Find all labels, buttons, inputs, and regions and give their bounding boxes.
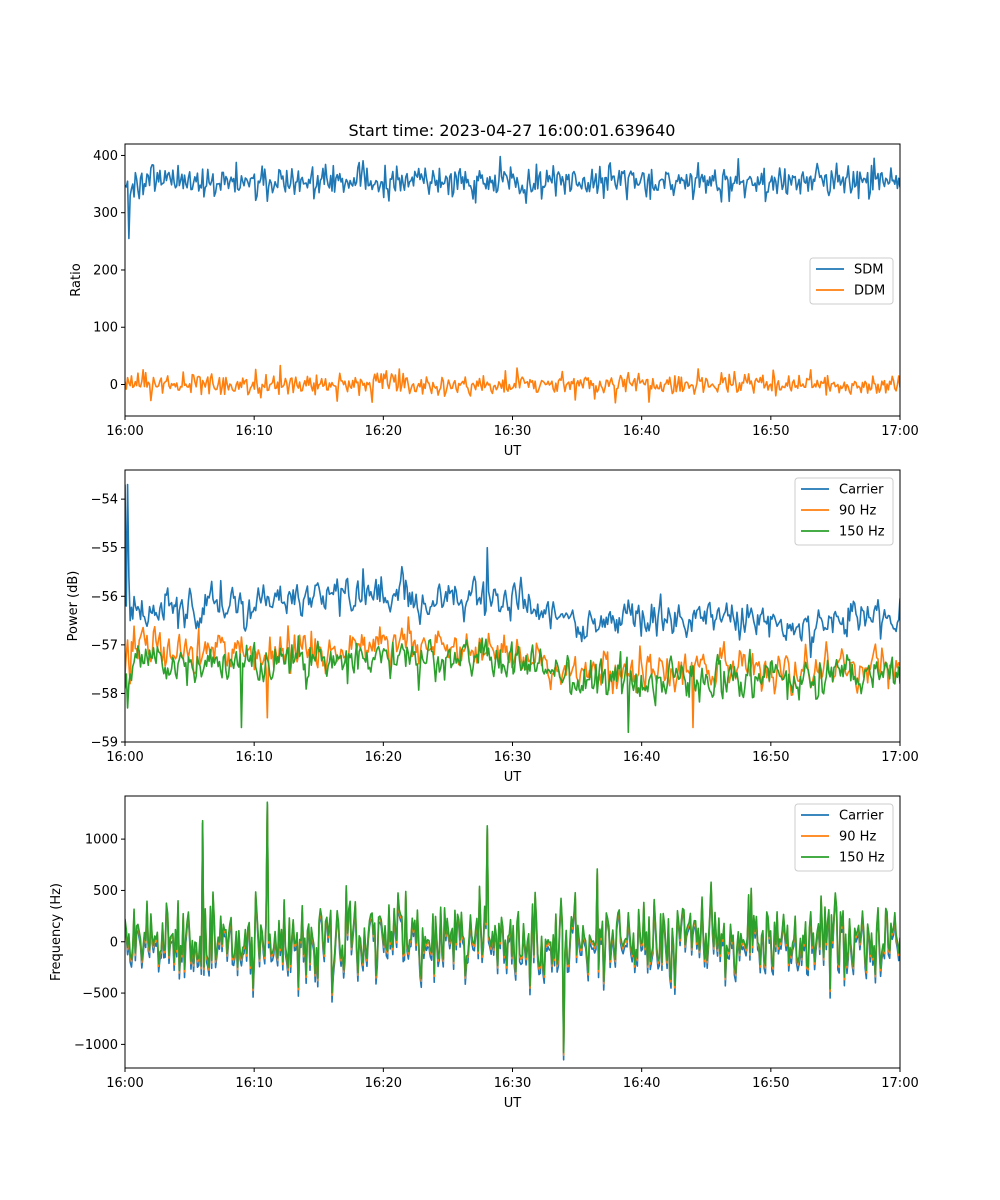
y-tick-label: 0 (110, 378, 118, 393)
x-tick-label: 16:00 (106, 750, 143, 765)
x-axis-label: UT (504, 1096, 522, 1111)
legend: SDM DDM (809, 257, 894, 305)
x-tick-label: 16:50 (752, 1076, 789, 1091)
series-line-carrier (125, 483, 900, 659)
y-axis-label: Ratio (69, 263, 84, 296)
x-tick-label: 16:20 (365, 750, 402, 765)
x-tick-label: 17:00 (881, 1076, 918, 1091)
series-lines (125, 801, 900, 1061)
series-lines (125, 155, 900, 404)
legend-box (794, 477, 894, 546)
series-lines (125, 483, 900, 734)
legend-label: 90 Hz (839, 830, 876, 845)
frequency-panel: 16:00 16:10 16:20 16:30 16:40 16:50 17:00 −1000… (49, 795, 919, 1111)
y-tick-label: −500 (82, 987, 118, 1002)
y-tick-label: −1000 (74, 1038, 118, 1053)
x-tick-label: 16:00 (106, 424, 143, 439)
legend-label: 150 Hz (839, 851, 885, 866)
series-line-ddm (125, 364, 900, 404)
x-tick-label: 16:40 (623, 1076, 660, 1091)
x-tick-label: 16:10 (235, 1076, 272, 1091)
y-tick-label: 500 (93, 884, 118, 899)
y-tick-label: −54 (91, 493, 118, 508)
y-tick-label: 400 (93, 149, 118, 164)
legend-label: 90 Hz (839, 504, 876, 519)
y-tick-label: 1000 (85, 833, 118, 848)
figure-title: Start time: 2023-04-27 16:00:01.639640 (349, 121, 676, 140)
y-tick-label: 0 (110, 935, 118, 950)
x-tick-label: 17:00 (881, 424, 918, 439)
y-tick-label: 200 (93, 263, 118, 278)
y-axis-label: Frequency (Hz) (49, 883, 64, 981)
legend-label: Carrier (839, 809, 884, 824)
x-axis-label: UT (504, 770, 522, 785)
x-tick-label: 16:20 (365, 1076, 402, 1091)
legend-label: DDM (854, 284, 885, 299)
y-axis-label: Power (dB) (66, 571, 81, 642)
legend: Carrier 90 Hz 150 Hz (794, 477, 894, 546)
legend-label: 150 Hz (839, 525, 885, 540)
series-line-sdm (125, 155, 900, 240)
x-tick-label: 16:40 (623, 424, 660, 439)
x-tick-label: 16:30 (494, 1076, 531, 1091)
y-tick-label: −57 (91, 638, 118, 653)
series-line-150-hz (125, 635, 900, 734)
legend-label: Carrier (839, 483, 884, 498)
legend-box (794, 803, 894, 872)
series-line-150-hz (125, 801, 900, 1054)
x-axis-label: UT (504, 444, 522, 459)
y-tick-label: −59 (91, 736, 118, 751)
y-tick-label: 100 (93, 321, 118, 336)
y-tick-label: −55 (91, 541, 118, 556)
y-tick-label: 300 (93, 206, 118, 221)
x-tick-label: 17:00 (881, 750, 918, 765)
x-tick-label: 16:10 (235, 424, 272, 439)
ratio-panel: 16:00 16:10 16:20 16:30 16:40 16:50 17:00 0 100 2… (69, 143, 919, 459)
x-tick-label: 16:30 (494, 424, 531, 439)
x-tick-label: 16:40 (623, 750, 660, 765)
power-panel: 16:00 16:10 16:20 16:30 16:40 16:50 17:00 −59 −5… (66, 469, 919, 785)
x-tick-label: 16:50 (752, 424, 789, 439)
x-tick-label: 16:00 (106, 1076, 143, 1091)
x-tick-label: 16:30 (494, 750, 531, 765)
y-tick-label: −58 (91, 687, 118, 702)
x-tick-label: 16:50 (752, 750, 789, 765)
x-tick-label: 16:10 (235, 750, 272, 765)
legend: Carrier 90 Hz 150 Hz (794, 803, 894, 872)
x-tick-label: 16:20 (365, 424, 402, 439)
y-tick-label: −56 (91, 590, 118, 605)
legend-label: SDM (854, 263, 883, 278)
